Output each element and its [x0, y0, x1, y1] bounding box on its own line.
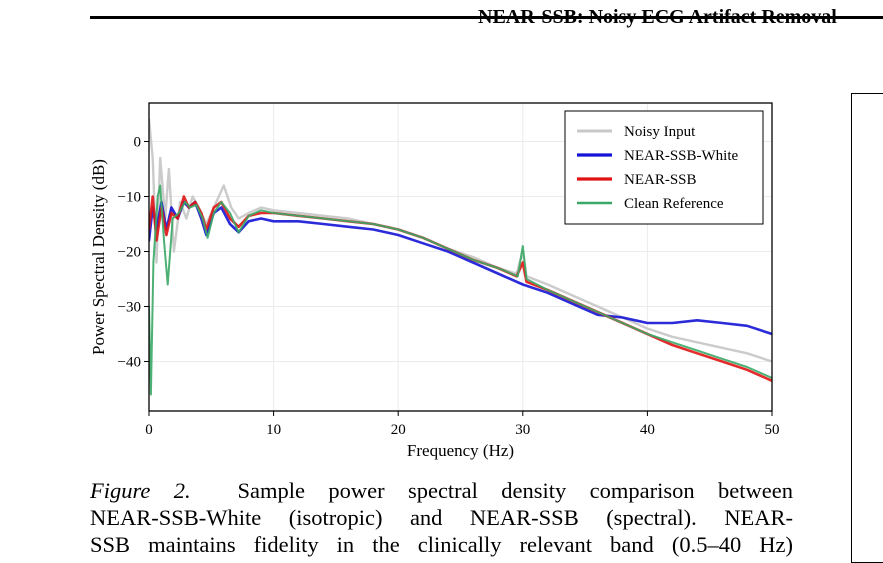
legend: Noisy Input NEAR-SSB-White NEAR-SSB Clean R… — [564, 110, 764, 225]
psd-chart: 0 10 20 30 40 500−10−20−30−40 Frequency (Hz) … — [89, 102, 780, 460]
y-tick-label: −40 — [118, 355, 141, 371]
x-axis-label: Frequency (Hz) — [407, 441, 514, 460]
legend-label-near-ssb: NEAR-SSB — [624, 172, 697, 188]
caption-line-2: NEAR-SSB-White (isotropic) and NEAR-SSB … — [90, 505, 793, 530]
plot-frame — [148, 102, 773, 412]
series-line-clean-reference — [149, 184, 772, 396]
x-tick-label: 10 — [266, 422, 281, 438]
running-title: NEAR-SSB: Noisy ECG Artifact Removal — [478, 6, 837, 28]
series-layer — [149, 118, 772, 396]
x-tick-label: 30 — [515, 422, 530, 438]
running-header-rule: NEAR-SSB: Noisy ECG Artifact Removal — [90, 6, 883, 28]
y-tick-label: −20 — [118, 245, 141, 261]
adjacent-figure-frame — [851, 93, 883, 563]
caption-line-3: SSB maintains fidelity in the clinically… — [90, 532, 793, 557]
legend-label-noisy-input: Noisy Input — [624, 124, 696, 140]
x-tick-label: 40 — [640, 422, 655, 438]
y-tick-label: −30 — [118, 300, 141, 316]
x-tick-label: 0 — [145, 422, 153, 438]
y-axis-label: Power Spectral Density (dB) — [89, 159, 108, 355]
legend-label-clean-reference: Clean Reference — [624, 196, 724, 212]
caption-label: Figure 2. — [90, 478, 191, 503]
caption-text-1: Sample power spectral density comparison… — [237, 478, 794, 503]
caption-line-1: Figure 2. Sample power spectral density … — [90, 477, 793, 504]
y-tick-label: −10 — [118, 190, 141, 206]
legend-label-near-ssb-white: NEAR-SSB-White — [624, 148, 739, 164]
y-tick-label: 0 — [134, 135, 142, 151]
figure-caption: Figure 2. Sample power spectral density … — [90, 477, 793, 558]
x-tick-label: 20 — [391, 422, 406, 438]
axis-ticks: 0 10 20 30 40 50 0 −10 −20 −30 −40 — [118, 135, 780, 439]
x-tick-label: 50 — [765, 422, 780, 438]
